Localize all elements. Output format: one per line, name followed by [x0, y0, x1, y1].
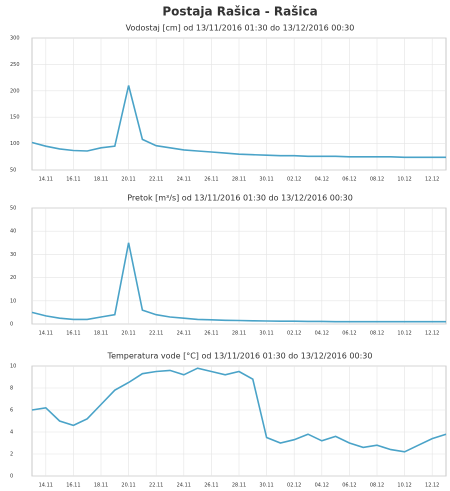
y-tick-label: 50	[10, 168, 16, 174]
x-tick-label: 14.11	[39, 177, 53, 183]
data-line	[31, 85, 446, 159]
y-tick-label: 6	[10, 408, 13, 414]
x-tick-label: 12.12	[425, 177, 439, 183]
y-tick-label: 250	[10, 62, 20, 68]
x-tick-label: 20.11	[121, 483, 135, 489]
x-tick-label: 14.11	[39, 483, 53, 489]
x-tick-label: 20.11	[121, 331, 135, 337]
x-tick-label: 28.11	[232, 483, 246, 489]
x-tick-label: 02.12	[287, 331, 301, 337]
chart-subtitle: Pretok [m³/s] od 13/11/2016 01:30 do 13/…	[127, 194, 353, 203]
x-tick-label: 14.11	[39, 331, 53, 337]
x-tick-label: 12.12	[425, 483, 439, 489]
y-tick-label: 300	[10, 36, 20, 42]
x-tick-label: 22.11	[149, 483, 163, 489]
x-tick-label: 18.11	[94, 483, 108, 489]
y-tick-label: 50	[10, 206, 16, 212]
y-tick-label: 100	[10, 141, 20, 147]
chart-subtitle: Vodostaj [cm] od 13/11/2016 01:30 do 13/…	[126, 24, 355, 33]
x-tick-label: 12.12	[425, 331, 439, 337]
y-tick-label: 200	[10, 88, 20, 94]
x-tick-label: 26.11	[204, 177, 218, 183]
x-tick-label: 24.11	[177, 483, 191, 489]
data-line	[31, 242, 446, 323]
x-tick-label: 26.11	[204, 331, 218, 337]
x-tick-label: 10.12	[397, 483, 411, 489]
x-tick-label: 18.11	[94, 177, 108, 183]
x-tick-label: 30.11	[259, 483, 273, 489]
data-line	[31, 367, 447, 453]
x-tick-label: 24.11	[177, 177, 191, 183]
x-tick-label: 06.12	[342, 331, 356, 337]
x-tick-label: 02.12	[287, 483, 301, 489]
x-tick-label: 28.11	[232, 331, 246, 337]
x-tick-label: 16.11	[66, 177, 80, 183]
x-tick-label: 22.11	[149, 331, 163, 337]
y-tick-label: 4	[10, 430, 13, 436]
y-tick-label: 8	[10, 386, 13, 392]
y-tick-label: 20	[10, 275, 16, 281]
x-tick-label: 04.12	[315, 331, 329, 337]
x-tick-label: 08.12	[370, 483, 384, 489]
x-tick-label: 06.12	[342, 177, 356, 183]
x-tick-label: 30.11	[259, 177, 273, 183]
y-tick-label: 2	[10, 452, 13, 458]
x-tick-label: 18.11	[94, 331, 108, 337]
x-tick-label: 16.11	[66, 483, 80, 489]
x-tick-label: 04.12	[315, 177, 329, 183]
y-tick-label: 10	[10, 364, 16, 370]
y-tick-label: 30	[10, 252, 16, 258]
chart-subtitle: Temperatura vode [°C] od 13/11/2016 01:3…	[107, 352, 373, 361]
x-tick-label: 20.11	[121, 177, 135, 183]
x-tick-label: 28.11	[232, 177, 246, 183]
y-tick-label: 0	[10, 322, 13, 328]
x-tick-label: 30.11	[259, 331, 273, 337]
x-tick-label: 08.12	[370, 177, 384, 183]
x-tick-label: 16.11	[66, 331, 80, 337]
x-tick-label: 10.12	[397, 177, 411, 183]
y-tick-label: 150	[10, 115, 20, 121]
x-tick-label: 04.12	[315, 483, 329, 489]
y-tick-label: 0	[10, 474, 13, 480]
x-tick-label: 02.12	[287, 177, 301, 183]
x-tick-label: 22.11	[149, 177, 163, 183]
x-tick-label: 06.12	[342, 483, 356, 489]
y-tick-label: 10	[10, 298, 16, 304]
y-tick-label: 40	[10, 229, 16, 235]
x-tick-label: 24.11	[177, 331, 191, 337]
page-title: Postaja Rašica - Rašica	[162, 5, 317, 19]
x-tick-label: 10.12	[397, 331, 411, 337]
x-tick-label: 08.12	[370, 331, 384, 337]
x-tick-label: 26.11	[204, 483, 218, 489]
